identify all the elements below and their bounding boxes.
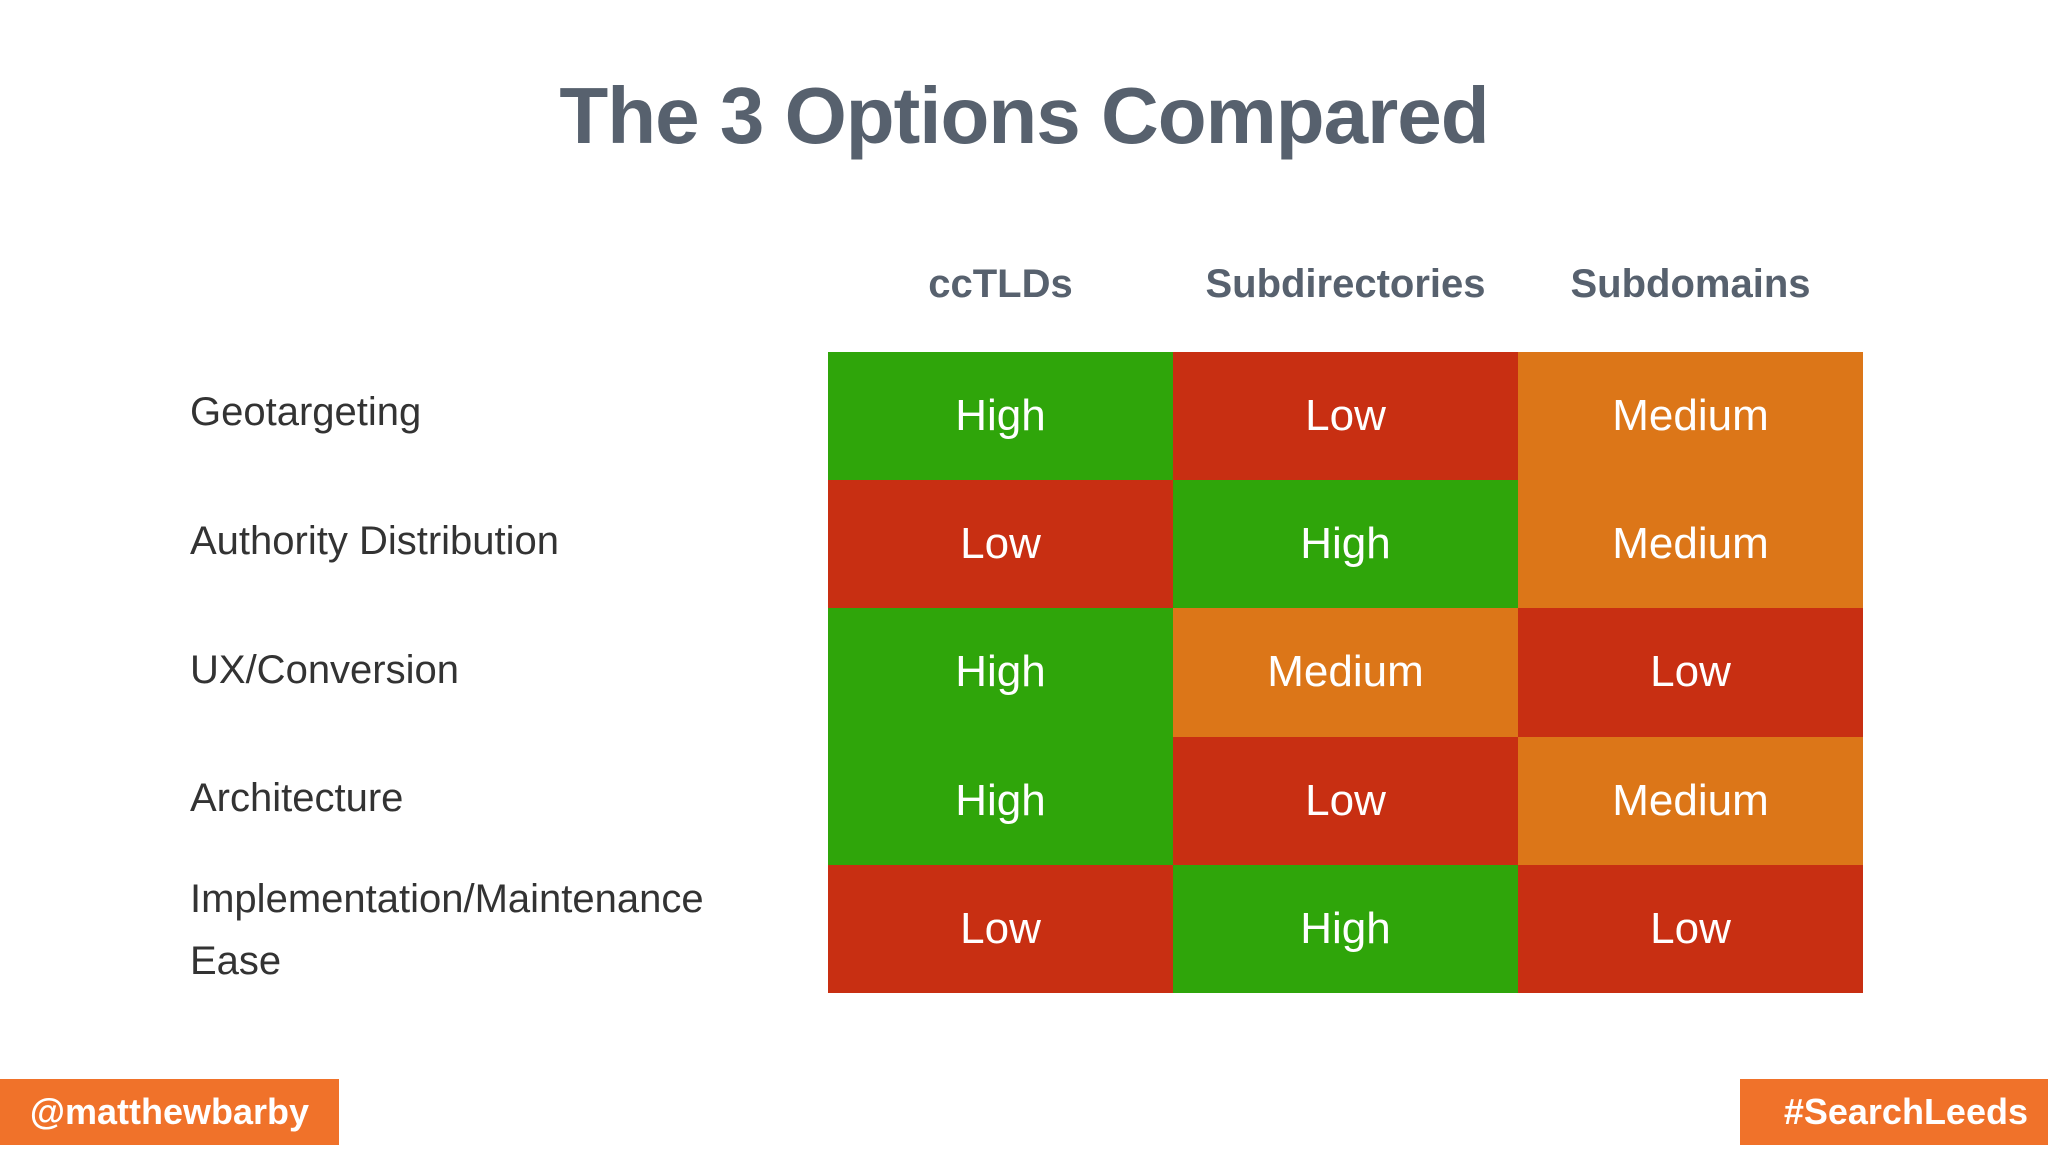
- row-label-implementation-maintenance-ease: Implementation/Maintenance Ease: [190, 877, 704, 983]
- column-header-subdomains: Subdomains: [1570, 262, 1811, 306]
- table-cell: High: [828, 352, 1173, 481]
- table-cell: Low: [1518, 608, 1863, 737]
- table-cell: Medium: [1518, 736, 1863, 865]
- row-label-geotargeting: Geotargeting: [190, 390, 422, 434]
- table-cell: Medium: [1518, 352, 1863, 481]
- twitter-handle-badge: @matthewbarby: [0, 1079, 339, 1145]
- table-cell: Low: [1173, 736, 1518, 865]
- table-cell: Low: [1173, 352, 1518, 481]
- table-cell: Low: [1518, 864, 1863, 993]
- table-cell: High: [828, 736, 1173, 865]
- table-cell: Medium: [1173, 608, 1518, 737]
- row-label-ux-conversion: UX/Conversion: [190, 648, 460, 692]
- table-cell: Low: [828, 480, 1173, 609]
- table-cell: High: [828, 608, 1173, 737]
- page-title: The 3 Options Compared: [559, 71, 1489, 160]
- row-label-architecture: Architecture: [190, 776, 404, 820]
- column-header-subdirectories: Subdirectories: [1205, 262, 1486, 306]
- table-cell: High: [1173, 480, 1518, 609]
- hashtag-badge: #SearchLeeds: [1740, 1079, 2048, 1145]
- comparison-table: High Low Medium Low High Medium High Med…: [828, 352, 1863, 993]
- table-cell: Medium: [1518, 480, 1863, 609]
- column-headers: ccTLDs Subdirectories Subdomains: [828, 260, 1863, 308]
- table-cell: Low: [828, 864, 1173, 993]
- row-label-authority-distribution: Authority Distribution: [190, 519, 560, 563]
- column-header-cctlds: ccTLDs: [928, 262, 1073, 306]
- table-cell: High: [1173, 864, 1518, 993]
